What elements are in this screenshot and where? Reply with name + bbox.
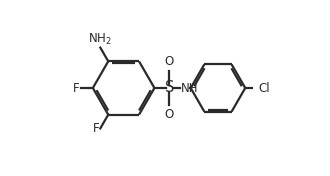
Text: F: F <box>73 81 80 95</box>
Text: Cl: Cl <box>258 81 270 95</box>
Text: O: O <box>165 108 174 121</box>
Text: NH: NH <box>181 81 198 95</box>
Text: F: F <box>93 122 99 135</box>
Text: O: O <box>165 55 174 68</box>
Text: NH$_2$: NH$_2$ <box>88 32 112 47</box>
Text: S: S <box>165 80 174 96</box>
